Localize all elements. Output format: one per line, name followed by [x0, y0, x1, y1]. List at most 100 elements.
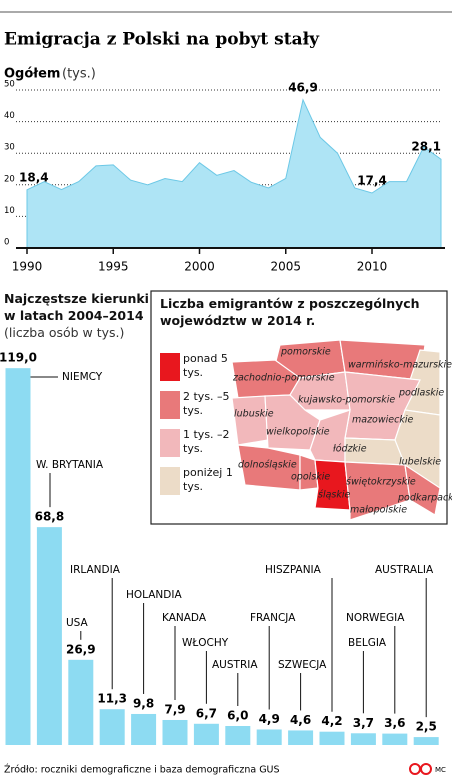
value-label: 4,6	[290, 713, 311, 727]
region	[289, 371, 351, 411]
legend-label: 1 tys. –2 tys.	[183, 428, 230, 455]
region-label: lubuskie	[234, 409, 274, 420]
cc-icon	[409, 763, 421, 775]
value-label: 6,7	[196, 706, 217, 720]
bar	[382, 733, 408, 745]
value-label: 2,5	[416, 720, 437, 734]
category-label: USA	[66, 617, 89, 629]
bar	[350, 733, 376, 745]
region-label: pomorskie	[280, 347, 331, 358]
region-label: śląskie	[318, 490, 351, 501]
y-tick-label: 10	[4, 206, 15, 216]
category-label: NIEMCY	[62, 371, 103, 383]
credit: MC	[435, 766, 446, 774]
category-label: BELGIA	[348, 637, 387, 649]
category-label: AUSTRIA	[212, 659, 258, 671]
category-label: HISZPANIA	[265, 564, 322, 576]
value-label: 6,0	[227, 709, 248, 723]
category-label: WŁOCHY	[182, 637, 229, 649]
category-label: NORWEGIA	[346, 612, 405, 624]
legend-label: ponad 5 tys.	[183, 352, 228, 379]
value-label: 3,7	[353, 716, 374, 730]
x-tick-label: 2010	[357, 260, 388, 274]
bar-title: Najczęstsze kierunki w latach 2004–2014	[4, 291, 149, 323]
legend-swatch	[160, 353, 180, 381]
page-title: Emigracja z Polski na pobyt stały	[4, 30, 320, 50]
x-tick-label: 1995	[98, 260, 129, 274]
region-label: lubelskie	[399, 457, 441, 468]
bar-subtitle: (liczba osób w tys.)	[4, 325, 125, 340]
region-label: opolskie	[291, 472, 330, 483]
x-tick-label: 1990	[12, 260, 43, 274]
region-label: podlaskie	[398, 388, 444, 399]
bar	[131, 713, 157, 745]
region-label: warmińsko-mazurskie	[348, 360, 452, 371]
category-label: HOLANDIA	[126, 589, 182, 601]
map: pomorskie zachodnio-pomorskie warmińsko-ma…	[160, 339, 452, 521]
region-label: łódzkie	[333, 444, 367, 455]
y-tick-label: 50	[4, 80, 15, 90]
bar	[413, 737, 439, 745]
category-label: W. BRYTANIA	[36, 459, 104, 471]
area-subtitle: (tys.)	[62, 67, 96, 82]
category-label: IRLANDIA	[70, 564, 121, 576]
region-label: małopolskie	[350, 505, 407, 516]
value-label: 3,6	[384, 716, 405, 730]
y-tick-label: 20	[4, 174, 15, 184]
y-tick-label: 40	[4, 111, 15, 121]
value-label: 4,2	[321, 714, 342, 728]
region-label: dolnośląskie	[238, 460, 297, 471]
value-label: 18,4	[19, 170, 49, 184]
cc-icon	[420, 763, 432, 775]
area-title: Ogółem	[4, 67, 60, 82]
bar	[99, 709, 125, 745]
region-label: świętokrzyskie	[346, 477, 416, 488]
bar	[288, 730, 314, 745]
value-label: 17,4	[357, 174, 387, 188]
region	[404, 463, 441, 516]
legend-swatch	[160, 429, 180, 457]
bar	[68, 659, 94, 745]
map-title: Liczba emigrantów z poszczególnych wojew…	[160, 296, 420, 328]
value-label: 46,9	[288, 80, 318, 94]
bar	[36, 527, 62, 745]
region-label: kujawsko-pomorskie	[298, 395, 395, 406]
region-label: mazowieckie	[352, 415, 413, 426]
value-label: 7,9	[164, 702, 185, 716]
bar	[193, 723, 219, 745]
x-tick-label: 2000	[184, 260, 215, 274]
value-label: 4,9	[259, 712, 280, 726]
bar	[162, 719, 188, 745]
category-label: AUSTRALIA	[375, 564, 434, 576]
bar	[319, 731, 345, 745]
value-label: 9,8	[133, 696, 154, 710]
region-label: zachodnio-pomorskie	[232, 373, 335, 384]
region	[314, 459, 351, 511]
value-label: 119,0	[0, 351, 37, 365]
value-label: 11,3	[97, 692, 127, 706]
bar-chart: 119,0 NIEMCY 68,8 W. BRYTANIA 26,9 USA 11,3 IRL…	[0, 351, 439, 745]
category-label: FRANCJA	[250, 612, 296, 624]
map-frame	[150, 290, 448, 525]
area	[26, 98, 442, 249]
y-tick-label: 0	[4, 238, 9, 248]
value-label: 68,8	[35, 510, 65, 524]
bar	[5, 368, 31, 745]
bar	[256, 729, 282, 745]
region	[344, 461, 411, 521]
bar	[225, 726, 251, 745]
source: Źródło: roczniki demograficzne i baza de…	[4, 764, 280, 776]
legend-label: 2 tys. –5 tys.	[183, 390, 230, 417]
category-label: SZWECJA	[278, 659, 327, 671]
legend-swatch	[160, 391, 180, 419]
x-tick-label: 2005	[270, 260, 301, 274]
region-label: wielkopolskie	[266, 427, 330, 438]
value-label: 26,9	[66, 642, 96, 656]
y-tick-label: 30	[4, 143, 15, 153]
area-chart: 0 10 20 30 40 50 1990 1995 2000 2005 2010 18,4 46,9 1…	[4, 80, 445, 274]
category-label: KANADA	[162, 612, 207, 624]
legend-label: poniżej 1 tys.	[183, 466, 233, 493]
value-label: 28,1	[411, 140, 441, 154]
